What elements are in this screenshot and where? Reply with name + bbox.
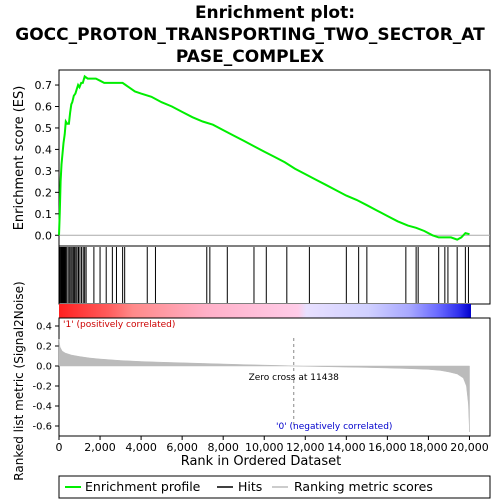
title-line-2: GOCC_PROTON_TRANSPORTING_TWO_SECTOR_AT bbox=[15, 25, 485, 45]
es-y-tick-label: 0.5 bbox=[35, 122, 53, 135]
x-tick-label: 12,000 bbox=[286, 441, 325, 454]
negative-correlation-label: '0' (negatively correlated) bbox=[276, 422, 392, 432]
x-tick-label: 20,000 bbox=[450, 441, 489, 454]
x-tick-label: 6,000 bbox=[166, 441, 198, 454]
x-tick-label: 0 bbox=[56, 441, 63, 454]
metric-panel-frame bbox=[58, 317, 491, 437]
metric-y-tick-label: -0.6 bbox=[32, 422, 52, 433]
legend: Enrichment profile Hits Ranking metric s… bbox=[58, 475, 491, 499]
metric-panel: 0.4 0.2 0.0 -0.2 -0.4 -0.6 '1' (positively co… bbox=[12, 281, 491, 481]
metric-y-tick-label: 0.4 bbox=[36, 322, 52, 333]
rank-color-bar bbox=[59, 304, 471, 318]
es-y-tick-label: 0.4 bbox=[35, 143, 53, 156]
legend-metric-label: Ranking metric scores bbox=[294, 479, 433, 494]
legend-enrichment-label: Enrichment profile bbox=[85, 479, 201, 494]
es-y-tick-label: 0.0 bbox=[35, 229, 53, 242]
zero-cross-label: Zero cross at 11438 bbox=[249, 373, 340, 383]
es-y-tick-label: 0.7 bbox=[35, 79, 53, 92]
legend-hits-label: Hits bbox=[238, 479, 262, 494]
enrichment-profile-line bbox=[58, 74, 470, 241]
es-y-tick-label: 0.1 bbox=[35, 208, 53, 221]
metric-y-tick-label: -0.4 bbox=[32, 402, 52, 413]
ranking-metric-area bbox=[58, 338, 470, 433]
positive-correlation-label: '1' (positively correlated) bbox=[63, 320, 175, 330]
hit-lines bbox=[59, 247, 469, 303]
es-y-tick-label: 0.2 bbox=[35, 186, 53, 199]
x-tick-label: 4,000 bbox=[125, 441, 157, 454]
x-tick-label: 14,000 bbox=[327, 441, 366, 454]
es-y-ticks: 0.0 0.1 0.2 0.3 0.4 0.5 0.6 0.7 bbox=[35, 79, 59, 242]
x-tick-label: 10,000 bbox=[245, 441, 284, 454]
es-y-tick-label: 0.6 bbox=[35, 100, 53, 113]
x-tick-label: 8,000 bbox=[207, 441, 239, 454]
metric-y-tick-label: 0.2 bbox=[36, 342, 52, 353]
x-tick-label: 2,000 bbox=[84, 441, 116, 454]
x-tick-label: 16,000 bbox=[368, 441, 407, 454]
x-tick-label: 18,000 bbox=[409, 441, 448, 454]
title-line-3: PASE_COMPLEX bbox=[176, 47, 324, 67]
metric-y-tick-label: -0.2 bbox=[32, 382, 52, 393]
metric-y-tick-label: 0.0 bbox=[36, 362, 52, 373]
es-y-axis-label: Enrichment score (ES) bbox=[12, 86, 27, 231]
title-line-1: Enrichment plot: bbox=[195, 3, 355, 23]
es-y-tick-label: 0.3 bbox=[35, 165, 53, 178]
x-axis-ticks: 0 2,000 4,000 6,000 8,000 10,000 12,000 14,000 1… bbox=[56, 436, 489, 454]
metric-y-axis-label: Ranked list metric (Signal2Noise) bbox=[12, 281, 26, 480]
metric-y-ticks: 0.4 0.2 0.0 -0.2 -0.4 -0.6 bbox=[32, 322, 59, 433]
x-axis-label: Rank in Ordered Dataset bbox=[181, 454, 342, 469]
es-panel: 0.0 0.1 0.2 0.3 0.4 0.5 0.6 0.7 Enrichment scor… bbox=[12, 69, 491, 247]
